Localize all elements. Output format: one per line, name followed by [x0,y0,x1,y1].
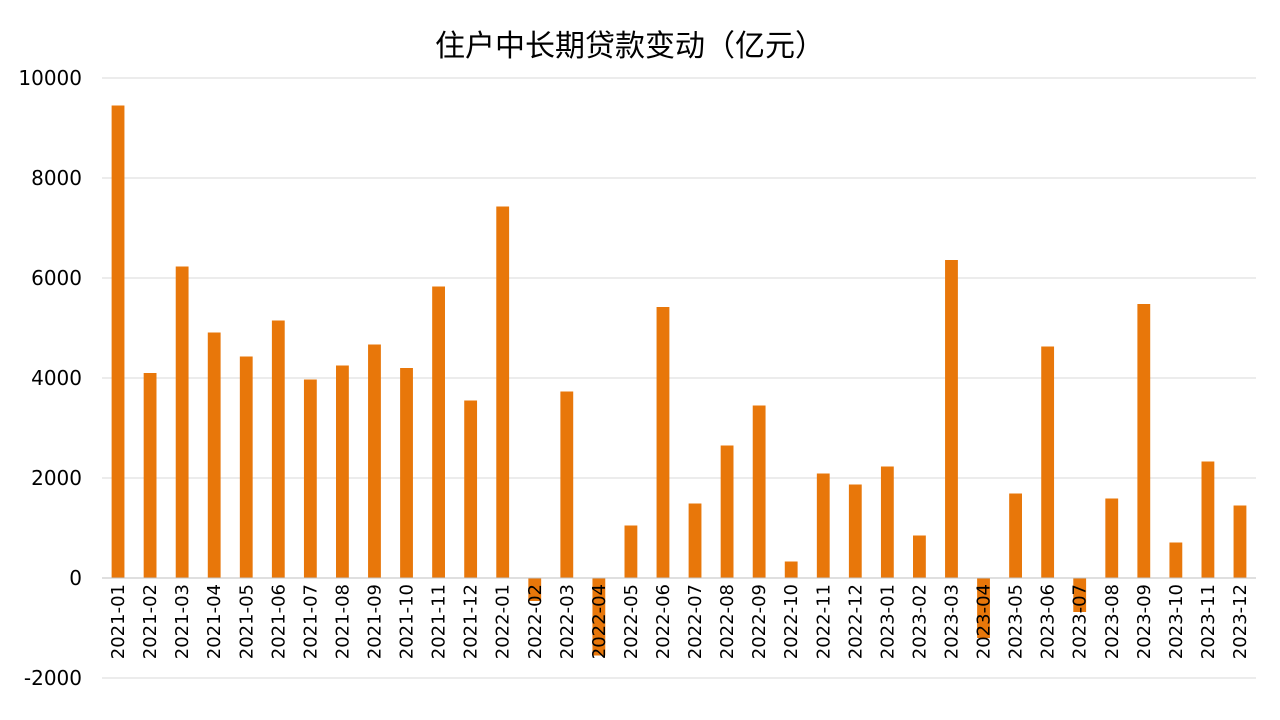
x-tick-label: 2021-05 [236,584,257,659]
bar-2023-12 [1233,505,1247,578]
x-tick-label: 2021-03 [172,584,193,659]
x-tick-label: 2021-07 [300,584,321,659]
x-tick-label: 2022-10 [781,584,802,659]
x-tick-label: 2023-02 [909,584,930,659]
x-tick-label: 2023-05 [1006,584,1027,659]
bar-2023-03 [945,260,958,578]
x-tick-label: 2022-09 [749,584,770,659]
y-axis-ticks: -2000 0 2000 4000 6000 8000 10000 [18,66,82,690]
x-tick-label: 2021-01 [108,584,129,659]
bar-2023-05 [1009,493,1022,578]
bar-2021-09 [368,344,381,578]
bar-2022-12 [848,484,862,578]
bar-2022-06 [656,307,670,578]
x-tick-label: 2021-10 [397,584,418,659]
x-axis-ticks: 2021-01 2021-02 2021-03 2021-04 2021-05 2021-… [108,584,1251,659]
x-tick-label: 2021-12 [461,584,482,659]
y-tick-label: 10000 [18,66,82,90]
bar-2023-08 [1105,498,1119,578]
x-tick-label: 2022-08 [717,584,738,659]
bar-2021-03 [175,266,189,578]
bar-2021-05 [239,356,253,578]
x-tick-label: 2021-09 [364,584,385,659]
x-tick-label: 2022-03 [557,584,578,659]
bar-2023-10 [1169,542,1183,578]
x-tick-label: 2023-11 [1198,584,1219,659]
bar-2022-10 [784,561,798,578]
x-tick-label: 2022-04 [589,584,610,659]
y-tick-label: 2000 [31,466,82,490]
bar-2022-11 [816,473,830,578]
x-tick-label: 2021-04 [204,584,225,659]
bar-2021-02 [143,373,157,578]
bar-2021-10 [400,368,413,578]
y-tick-label: 8000 [31,166,82,190]
x-tick-label: 2023-04 [974,584,995,659]
bar-2023-01 [880,466,894,578]
bar-2022-01 [496,206,510,578]
x-tick-label: 2021-11 [429,584,450,659]
bar-2022-07 [688,503,702,578]
bars [111,105,1247,656]
x-tick-label: 2021-02 [140,584,161,659]
bar-2022-04 [592,578,606,656]
bar-2021-12 [464,400,478,578]
bar-2022-08 [720,445,734,578]
x-tick-label: 2023-03 [941,584,962,659]
y-tick-label: -2000 [24,666,82,690]
x-tick-label: 2022-07 [685,584,706,659]
y-tick-label: 6000 [31,266,82,290]
chart-title: 住户中长期贷款变动（亿元） [435,29,825,64]
x-tick-label: 2022-11 [813,584,834,659]
bar-2021-01 [111,105,125,578]
bar-2022-03 [560,391,574,578]
gridlines [102,77,1256,679]
x-tick-label: 2023-07 [1070,584,1091,659]
x-tick-label: 2023-01 [877,584,898,659]
bar-2021-07 [303,379,317,578]
bar-2022-02 [528,578,542,601]
bar-2023-06 [1041,346,1055,578]
bar-2023-11 [1201,461,1215,578]
x-tick-label: 2023-09 [1134,584,1155,659]
x-tick-label: 2021-06 [268,584,289,659]
bar-2023-07 [1073,578,1087,612]
bar-2022-09 [752,405,766,578]
bar-2023-02 [913,535,926,578]
x-tick-label: 2023-08 [1102,584,1123,659]
x-tick-label: 2023-06 [1038,584,1059,659]
x-tick-label: 2023-10 [1166,584,1187,659]
x-tick-label: 2022-06 [653,584,674,659]
bar-2021-11 [432,286,445,578]
bar-2023-04 [977,578,990,638]
y-tick-label: 4000 [31,366,82,390]
bar-2023-09 [1137,304,1151,578]
x-tick-label: 2022-01 [493,584,514,659]
bar-2022-05 [624,525,638,578]
bar-2021-06 [271,320,285,578]
x-tick-label: 2023-12 [1230,584,1251,659]
x-tick-label: 2022-02 [525,584,546,659]
y-tick-label: 0 [69,566,82,590]
bar-2021-04 [207,332,221,578]
x-tick-label: 2021-08 [332,584,353,659]
bar-2021-08 [336,365,349,578]
x-tick-label: 2022-05 [621,584,642,659]
x-tick-label: 2022-12 [845,584,866,659]
